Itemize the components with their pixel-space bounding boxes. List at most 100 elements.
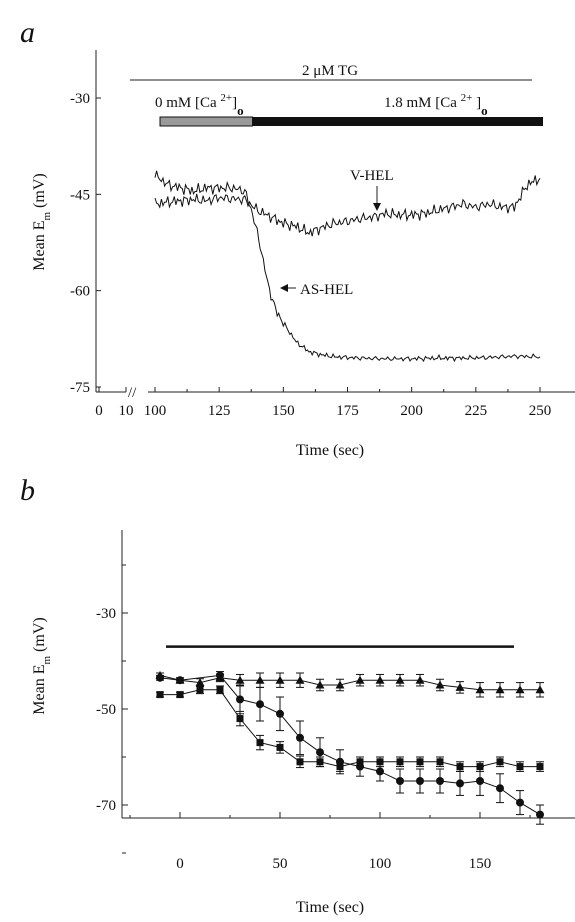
square-marker	[456, 763, 464, 771]
panel-a-x-tick-label: 175	[336, 403, 359, 419]
circle-marker	[316, 748, 324, 757]
square-marker	[176, 691, 184, 699]
circle-marker	[256, 700, 264, 709]
panel-b-y-tick-label: -30	[96, 606, 116, 622]
panel-a-y-axis-title: Mean Em (mV)	[31, 173, 53, 270]
circle-marker	[516, 798, 524, 807]
circle-marker	[476, 777, 484, 785]
panel-a: // -30 -45 -60 -75 0 10 100 125 150 175 200 225 250…	[31, 50, 575, 459]
triangle-marker	[435, 680, 445, 689]
panel-b-x-tick-label: 50	[273, 856, 288, 872]
panel-a-y-ticks: -30 -45 -60 -75	[70, 91, 101, 396]
square-marker	[216, 686, 224, 694]
triangle-marker	[515, 685, 525, 694]
square-marker	[296, 758, 304, 766]
panel-a-x-tick-label: 250	[529, 403, 552, 419]
circle-marker	[436, 777, 444, 785]
panel-b-x-tick-label: 100	[369, 856, 392, 872]
circle-marker	[456, 779, 464, 788]
ashel-arrowhead	[280, 284, 288, 292]
panel-a-y-tick-label: -60	[70, 284, 90, 300]
square-marker	[256, 739, 264, 747]
square-marker	[396, 758, 404, 766]
triangle-marker	[335, 680, 345, 689]
square-marker	[416, 758, 424, 766]
square-marker	[276, 743, 284, 751]
triangle-marker	[415, 675, 425, 684]
triangle-marker	[395, 675, 405, 684]
series-square-line	[160, 689, 540, 768]
triangle-marker	[195, 678, 205, 687]
panel-b-y-tick-label: -70	[96, 798, 116, 814]
series-square	[156, 685, 544, 772]
square-marker	[516, 763, 524, 771]
triangle-marker	[295, 675, 305, 684]
panel-a-x-axis-title: Time (sec)	[296, 442, 364, 459]
square-marker	[536, 763, 544, 771]
triangle-marker	[235, 675, 245, 684]
triangle-marker	[375, 675, 385, 684]
circle-marker	[336, 757, 344, 766]
panel-b-series	[155, 670, 545, 825]
triangle-marker	[355, 675, 365, 684]
panel-b-letter: b	[20, 474, 35, 507]
vhel-arrowhead	[373, 203, 381, 211]
ca18-bar	[252, 117, 544, 126]
panel-b-x-ticks: 0 50 100 150	[129, 812, 531, 872]
square-marker	[496, 758, 504, 766]
ca18-label: 1.8 mM [Ca 2+ ]o	[384, 92, 488, 118]
panel-a-x-tick-label: 0	[95, 403, 103, 419]
series-circle	[156, 671, 544, 825]
circle-marker	[416, 777, 424, 785]
square-marker	[236, 715, 244, 723]
triangle-marker	[495, 685, 505, 694]
ca0-bar	[159, 116, 254, 127]
ca0-label: 0 mM [Ca 2+]o	[155, 92, 244, 118]
panel-a-x-tick-label: 225	[465, 403, 488, 419]
panel-b-y-axis-title: Mean Em (mV)	[31, 617, 53, 714]
triangle-marker	[455, 682, 465, 691]
triangle-marker	[535, 685, 545, 694]
panel-b-x-tick-label: 0	[176, 856, 184, 872]
tg-label: 2 μM TG	[302, 63, 358, 79]
circle-marker	[276, 709, 284, 718]
panel-b: -30 -50 -70 0 50 100 150 Time (sec) Mean Em (…	[31, 530, 575, 916]
square-marker	[436, 758, 444, 766]
circle-marker	[356, 762, 364, 771]
triangle-marker	[255, 675, 265, 684]
panel-b-x-tick-label: 150	[469, 856, 492, 872]
panel-a-y-tick-label: -30	[70, 91, 90, 107]
triangle-marker	[315, 680, 325, 689]
panel-a-x-tick-label: 125	[208, 403, 231, 419]
circle-marker	[236, 695, 244, 704]
ashel-label: AS-HEL	[300, 282, 353, 298]
circle-marker	[536, 810, 544, 819]
circle-marker	[216, 671, 224, 680]
axis-break-marks: //	[128, 385, 137, 401]
triangle-marker	[475, 685, 485, 694]
series-circle-line	[159, 674, 541, 816]
circle-marker	[296, 733, 304, 742]
panel-b-y-tick-label: -50	[96, 702, 116, 718]
circle-marker	[496, 784, 504, 793]
panel-a-x-ticks: 0 10 100 125 150 175 200 225 250	[95, 387, 551, 419]
panel-a-x-tick-label: 100	[144, 403, 167, 419]
panel-a-x-tick-label: 200	[400, 403, 423, 419]
vhel-trace	[154, 175, 541, 237]
panel-a-y-tick-label: -75	[70, 380, 90, 396]
vhel-label: V-HEL	[350, 168, 394, 184]
panel-a-x-tick-label: 10	[119, 403, 134, 419]
panel-b-y-ticks: -30 -50 -70	[96, 564, 128, 854]
ashel-trace	[154, 170, 541, 363]
panel-a-letter: a	[20, 16, 35, 49]
triangle-marker	[275, 675, 285, 684]
panel-a-traces	[154, 170, 541, 363]
panel-a-x-tick-label: 150	[272, 403, 295, 419]
circle-marker	[376, 767, 384, 776]
series-triangle-line	[159, 674, 540, 691]
panel-a-y-tick-label: -45	[70, 187, 90, 203]
square-marker	[196, 686, 204, 694]
circle-marker	[396, 777, 404, 785]
series-triangle	[155, 670, 545, 698]
